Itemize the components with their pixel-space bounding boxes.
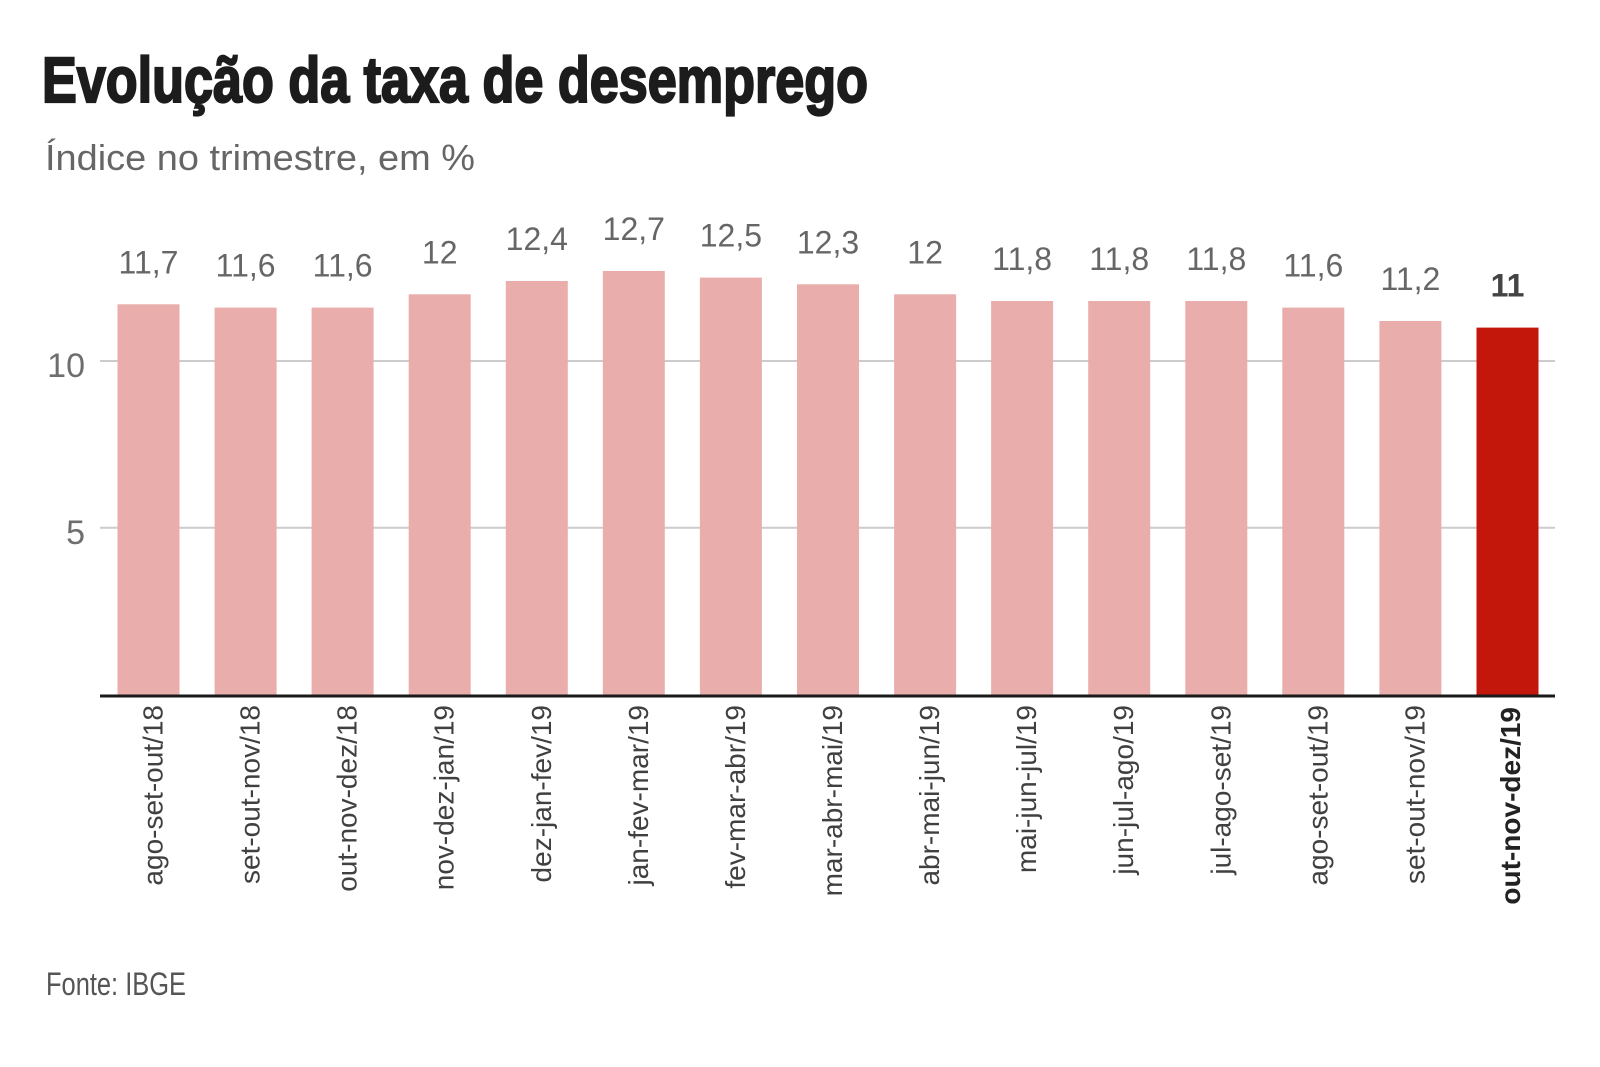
svg-text:fev-mar-abr/19: fev-mar-abr/19 (720, 705, 751, 889)
svg-text:jan-fev-mar/19: jan-fev-mar/19 (623, 705, 654, 887)
svg-text:11,8: 11,8 (1186, 241, 1246, 277)
svg-text:11,8: 11,8 (1089, 241, 1149, 277)
svg-text:11,7: 11,7 (119, 244, 179, 280)
svg-text:jul-ago-set/19: jul-ago-set/19 (1205, 705, 1236, 876)
svg-text:set-out-nov/18: set-out-nov/18 (235, 705, 266, 884)
svg-text:12,3: 12,3 (797, 224, 859, 260)
svg-text:10: 10 (47, 347, 85, 385)
svg-text:12: 12 (907, 234, 943, 270)
svg-text:dez-jan-fev/19: dez-jan-fev/19 (526, 705, 557, 882)
svg-text:out-nov-dez/19: out-nov-dez/19 (1495, 707, 1526, 905)
svg-text:11,8: 11,8 (992, 241, 1052, 277)
svg-text:11,6: 11,6 (216, 248, 276, 284)
svg-text:nov-dez-jan/19: nov-dez-jan/19 (429, 705, 460, 890)
svg-text:Fonte: IBGE: Fonte: IBGE (46, 966, 186, 1002)
svg-text:11,6: 11,6 (1283, 248, 1343, 284)
svg-text:mar-abr-mai/19: mar-abr-mai/19 (817, 705, 848, 896)
svg-text:jun-jul-ago/19: jun-jul-ago/19 (1108, 705, 1139, 876)
svg-text:Índice no trimestre, em %: Índice no trimestre, em % (45, 137, 475, 178)
svg-text:12: 12 (422, 234, 458, 270)
svg-text:Evolução da taxa de desemprego: Evolução da taxa de desemprego (42, 44, 868, 116)
svg-text:11,2: 11,2 (1380, 261, 1440, 297)
svg-text:set-out-nov/19: set-out-nov/19 (1399, 705, 1430, 884)
svg-text:11,6: 11,6 (313, 248, 373, 284)
svg-text:ago-set-out/19: ago-set-out/19 (1302, 705, 1333, 886)
svg-text:11: 11 (1491, 268, 1525, 304)
svg-text:abr-mai-jun/19: abr-mai-jun/19 (914, 705, 945, 886)
svg-text:mai-jun-jul/19: mai-jun-jul/19 (1011, 705, 1042, 873)
svg-text:ago-set-out/18: ago-set-out/18 (138, 705, 169, 886)
svg-text:12,4: 12,4 (506, 221, 568, 257)
svg-text:5: 5 (66, 514, 85, 552)
svg-text:12,7: 12,7 (603, 211, 665, 247)
svg-text:out-nov-dez/18: out-nov-dez/18 (332, 705, 363, 892)
svg-text:12,5: 12,5 (700, 218, 762, 254)
